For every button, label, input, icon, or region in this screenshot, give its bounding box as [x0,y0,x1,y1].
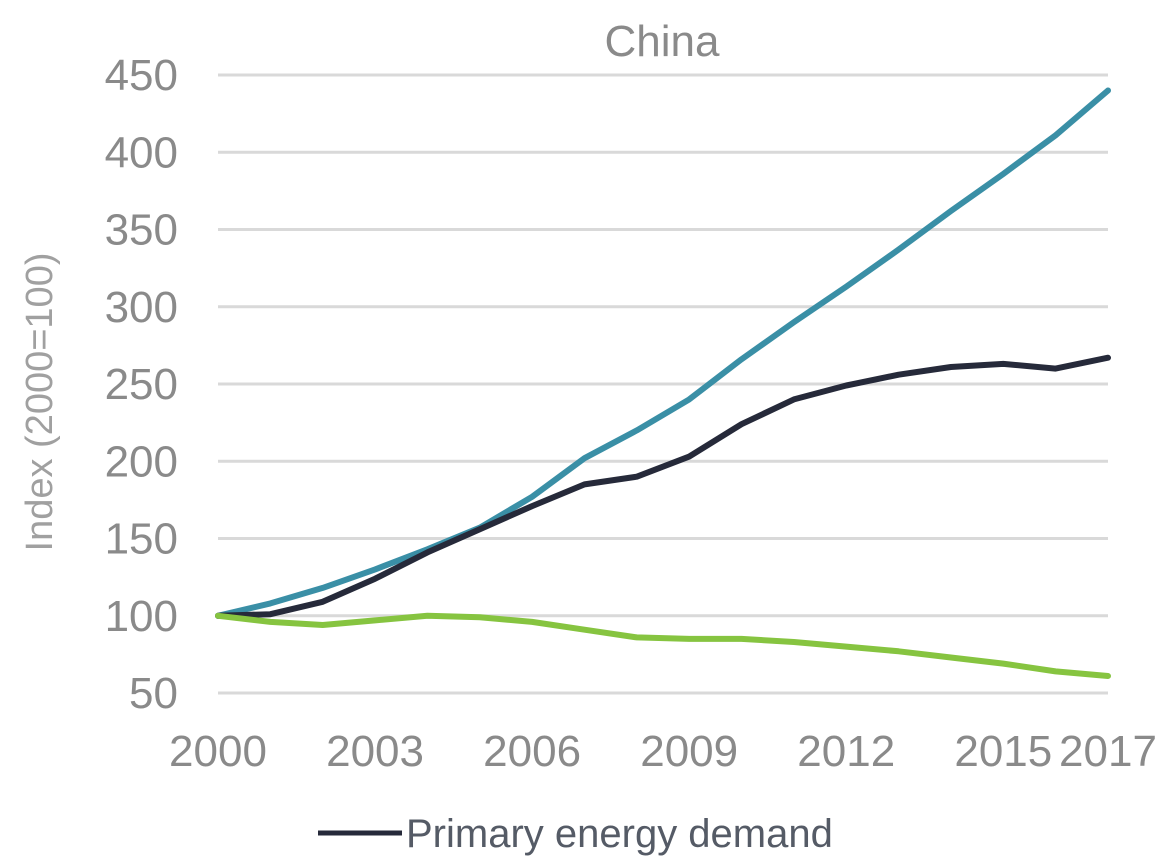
x-tick-label-2012: 2012 [797,727,895,776]
x-axis-ticks: 2000 2003 2006 2009 2012 2015 2017 [169,727,1155,776]
y-axis-title: Index (2000=100) [19,253,61,552]
y-tick-label-450: 450 [105,51,178,100]
y-tick-label-200: 200 [105,437,178,486]
chart-title: China [605,17,720,66]
y-tick-label-250: 250 [105,360,178,409]
x-tick-label-2017: 2017 [1059,727,1155,776]
x-tick-label-2003: 2003 [326,727,424,776]
series-lines [215,87,1111,679]
gridlines [218,73,1108,695]
x-tick-label-2006: 2006 [483,727,581,776]
y-tick-label-300: 300 [105,283,178,332]
y-tick-label-50: 50 [129,669,178,718]
x-tick-label-2009: 2009 [640,727,738,776]
y-tick-label-100: 100 [105,592,178,641]
y-tick-label-150: 150 [105,515,178,564]
legend: Primary energy demand [318,812,833,856]
series-line-primary-energy-demand [215,354,1111,619]
y-axis-ticks: 50 100 150 200 250 300 350 400 450 [105,51,178,718]
x-tick-label-2015: 2015 [954,727,1052,776]
series-line-1 [215,87,1111,619]
y-tick-label-350: 350 [105,206,178,255]
series-line-3 [215,612,1111,679]
y-tick-label-400: 400 [105,128,178,177]
x-tick-label-2000: 2000 [169,727,267,776]
legend-label-primary-energy-demand: Primary energy demand [406,812,833,856]
